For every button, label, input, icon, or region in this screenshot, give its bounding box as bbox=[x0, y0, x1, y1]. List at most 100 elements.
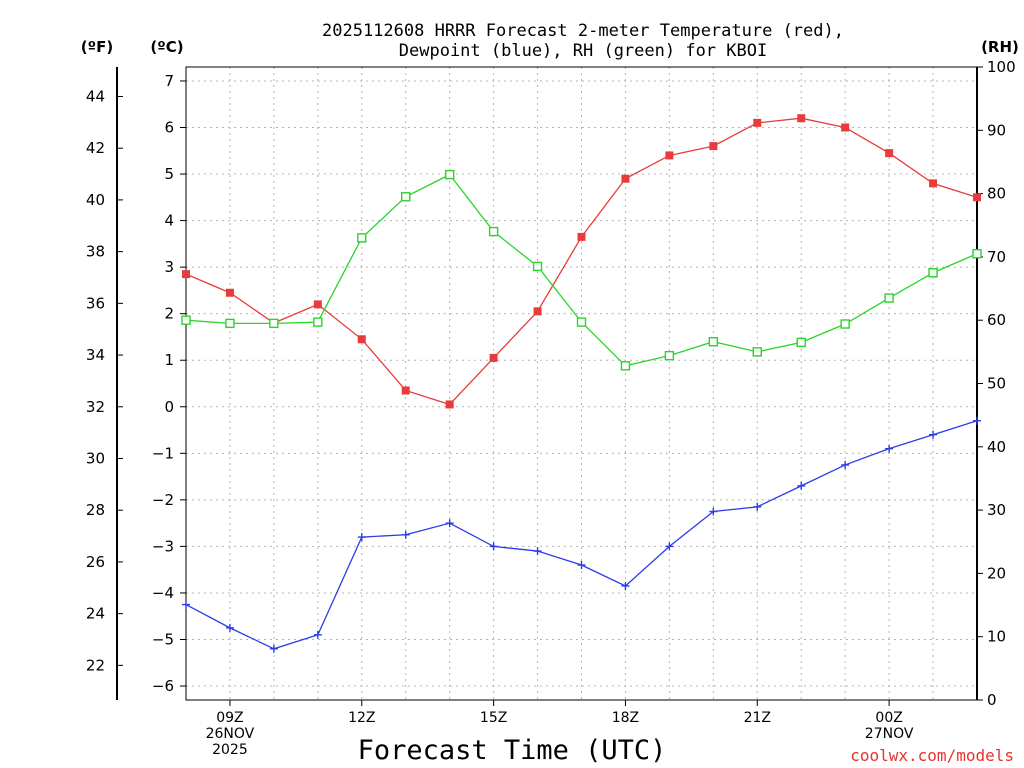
temperature-point bbox=[973, 193, 981, 202]
dewpoint-point bbox=[709, 507, 718, 516]
dewpoint-point bbox=[797, 481, 806, 490]
temperature-point bbox=[929, 179, 938, 188]
temperature-point bbox=[665, 151, 674, 160]
x-tick-label: 21Z bbox=[744, 710, 771, 726]
temperature-point bbox=[445, 400, 454, 409]
celsius-tick-label: −2 bbox=[152, 491, 174, 509]
temperature-point bbox=[885, 149, 894, 158]
celsius-tick-label: 6 bbox=[164, 119, 174, 137]
rh-point bbox=[488, 226, 499, 237]
temperature-point bbox=[182, 270, 190, 279]
temperature-point bbox=[709, 142, 718, 151]
rh-tick-label: 80 bbox=[987, 185, 1006, 203]
rh-point bbox=[532, 261, 543, 272]
fahrenheit-tick-label: 28 bbox=[86, 501, 105, 519]
rh-tick-label: 30 bbox=[987, 501, 1006, 519]
fahrenheit-tick-label: 36 bbox=[86, 294, 105, 312]
x-tick-label: 27NOV bbox=[865, 726, 914, 742]
fahrenheit-tick-label: 34 bbox=[86, 346, 105, 364]
rh-point bbox=[664, 350, 675, 361]
rh-tick-label: 20 bbox=[987, 564, 1006, 582]
dewpoint-point bbox=[665, 542, 674, 551]
dewpoint-point bbox=[885, 444, 894, 453]
temperature-point bbox=[621, 174, 630, 183]
rh-point bbox=[708, 337, 719, 347]
temperature-point bbox=[753, 118, 762, 127]
rh-tick-label: 70 bbox=[987, 248, 1006, 266]
x-tick-label: 12Z bbox=[348, 710, 375, 726]
fahrenheit-tick-label: 44 bbox=[86, 87, 105, 105]
grid-lines bbox=[186, 67, 977, 700]
credit-text: coolwx.com/models bbox=[850, 746, 1014, 765]
rh-unit-label: (RH) bbox=[981, 38, 1019, 56]
celsius-tick-label: 5 bbox=[164, 165, 174, 183]
dewpoint-point bbox=[973, 416, 981, 425]
rh-tick-label: 90 bbox=[987, 121, 1006, 139]
celsius-tick-label: 7 bbox=[164, 72, 174, 90]
x-tick-label: 15Z bbox=[480, 710, 507, 726]
rh-point bbox=[840, 319, 850, 329]
rh-tick-label: 40 bbox=[987, 438, 1006, 456]
dewpoint-point bbox=[401, 530, 410, 539]
dewpoint-point bbox=[621, 581, 630, 590]
temperature-point bbox=[313, 300, 322, 309]
fahrenheit-tick-label: 26 bbox=[86, 553, 105, 571]
celsius-tick-label: −4 bbox=[152, 584, 174, 602]
temperature-point bbox=[533, 307, 542, 316]
fahrenheit-tick-label: 30 bbox=[86, 449, 105, 467]
rh-tick-label: 0 bbox=[987, 691, 997, 709]
rh-point bbox=[928, 268, 938, 278]
x-axis-label: Forecast Time (UTC) bbox=[358, 735, 667, 766]
celsius-tick-label: −3 bbox=[152, 537, 174, 555]
x-tick-label: 09Z bbox=[216, 710, 243, 726]
tick-labels: −6−5−4−3−2−10123456722242628303234363840… bbox=[86, 58, 1016, 758]
celsius-tick-label: 0 bbox=[164, 398, 174, 416]
rh-point bbox=[444, 169, 455, 180]
dewpoint-point bbox=[841, 460, 850, 469]
axes bbox=[116, 66, 978, 701]
rh-tick-label: 50 bbox=[987, 375, 1006, 393]
fahrenheit-tick-label: 22 bbox=[86, 656, 105, 674]
rh-point bbox=[752, 347, 762, 357]
dewpoint-point bbox=[357, 533, 366, 542]
rh-point bbox=[181, 315, 191, 325]
rh-point bbox=[357, 233, 367, 243]
x-tick-label: 2025 bbox=[212, 742, 248, 758]
dewpoint-point bbox=[182, 600, 190, 609]
celsius-tick-label: 2 bbox=[164, 305, 174, 323]
rh-tick-label: 100 bbox=[987, 58, 1016, 76]
chart-title-line2: Dewpoint (blue), RH (green) for KBOI bbox=[399, 41, 767, 61]
temperature-point bbox=[357, 335, 366, 344]
temperature-point bbox=[577, 232, 586, 241]
x-tick-label: 26NOV bbox=[206, 726, 255, 742]
data-series bbox=[181, 114, 982, 653]
temperature-point bbox=[841, 123, 850, 132]
x-tick-label: 18Z bbox=[612, 710, 639, 726]
celsius-unit-label: (ºC) bbox=[150, 38, 183, 56]
dewpoint-point bbox=[533, 547, 542, 556]
fahrenheit-unit-label: (ºF) bbox=[81, 38, 113, 56]
rh-point bbox=[796, 337, 806, 348]
celsius-tick-label: 3 bbox=[164, 258, 174, 276]
rh-tick-label: 10 bbox=[987, 628, 1006, 646]
celsius-tick-label: −1 bbox=[152, 444, 174, 462]
celsius-tick-label: 1 bbox=[164, 351, 174, 369]
rh-point bbox=[401, 192, 411, 202]
rh-tick-label: 60 bbox=[987, 311, 1006, 329]
dewpoint-point bbox=[269, 644, 278, 653]
temperature-point bbox=[225, 288, 234, 297]
fahrenheit-tick-label: 42 bbox=[86, 139, 105, 157]
celsius-tick-label: −6 bbox=[152, 677, 174, 695]
chart-title-line1: 2025112608 HRRR Forecast 2-meter Tempera… bbox=[322, 21, 844, 41]
dewpoint-point bbox=[489, 542, 498, 551]
dewpoint-point bbox=[445, 519, 454, 528]
dewpoint-point bbox=[225, 623, 234, 632]
rh-point bbox=[225, 318, 235, 329]
fahrenheit-tick-label: 38 bbox=[86, 243, 105, 261]
dewpoint-point bbox=[577, 561, 586, 570]
rh-point bbox=[884, 293, 894, 303]
temperature-point bbox=[401, 386, 410, 395]
rh-point bbox=[269, 318, 279, 329]
fahrenheit-tick-label: 40 bbox=[86, 191, 105, 209]
